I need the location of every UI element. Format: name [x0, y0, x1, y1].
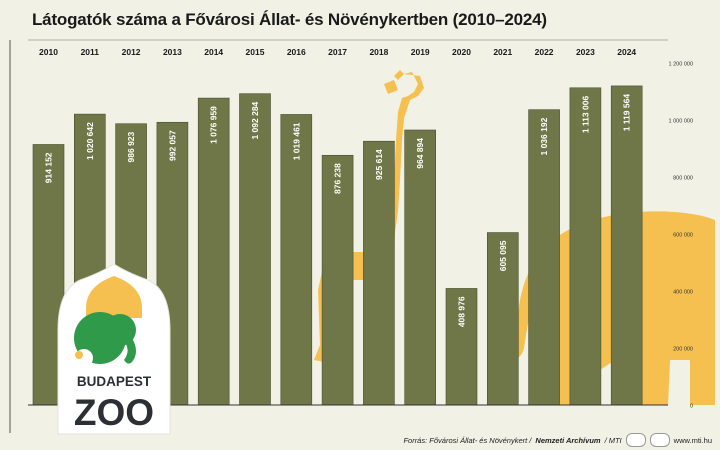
logo-baby-ear	[75, 351, 83, 359]
bar-chart: 914 152 1 020 642 986 923 992 057 1 076 959 1…	[9, 39, 715, 435]
website-link[interactable]: www.mti.hu	[673, 435, 712, 445]
bar-2024	[610, 85, 643, 406]
category-label-2021: 2021	[493, 47, 512, 57]
mti-logo-icon	[625, 433, 646, 447]
category-label-2014: 2014	[204, 47, 223, 57]
bar-2014	[197, 97, 230, 406]
bar-2015	[239, 93, 271, 406]
chart-title: Látogatók száma a Fővárosi Állat- és Növ…	[32, 10, 547, 29]
value-label-2012: 986 923	[126, 131, 136, 162]
value-label-2010: 914 152	[44, 152, 54, 183]
category-label-2011: 2011	[81, 47, 100, 57]
logo-line1: BUDAPEST	[77, 374, 152, 389]
value-label-2013: 992 057	[167, 130, 177, 161]
bar-2016	[280, 114, 313, 406]
budapest-zoo-logo: BUDAPEST ZOO	[57, 263, 171, 435]
y-tick-label: 1 000 000	[669, 119, 693, 125]
value-label-2023: 1 113 006	[580, 96, 590, 134]
source-archive: Nemzeti Archívum	[535, 435, 601, 445]
archive-logo-icon	[649, 433, 670, 447]
logo-line2: ZOO	[74, 392, 154, 433]
source-label: Forrás: Fővárosi Állat- és Növénykert /	[403, 435, 532, 445]
category-label-2018: 2018	[369, 47, 388, 57]
value-label-2011: 1 020 642	[85, 122, 95, 160]
value-label-2021: 605 095	[498, 240, 508, 271]
y-tick-label: 400 000	[673, 290, 693, 296]
y-tick-label: 600 000	[673, 233, 693, 239]
logo-elephant-head	[104, 314, 136, 346]
value-label-2018: 925 614	[374, 149, 384, 180]
y-tick-label: 800 000	[673, 176, 693, 182]
value-label-2019: 964 894	[415, 138, 425, 169]
bar-2018	[363, 140, 395, 406]
y-tick-label: 200 000	[673, 347, 693, 353]
logo-elephant-trunk	[124, 338, 136, 364]
category-label-2013: 2013	[163, 47, 182, 57]
category-label-2023: 2023	[576, 47, 595, 57]
value-label-2022: 1 036 192	[539, 117, 549, 155]
y-tick-label: 1 200 000	[669, 62, 693, 68]
category-label-2015: 2015	[246, 47, 265, 57]
category-label-2010: 2010	[39, 47, 58, 57]
value-label-2024: 1 119 564	[622, 94, 632, 132]
category-label-2016: 2016	[287, 47, 306, 57]
y-tick-label: 0	[690, 404, 693, 410]
category-label-2024: 2024	[617, 47, 636, 57]
value-label-2014: 1 076 959	[209, 106, 219, 144]
category-label-2019: 2019	[411, 47, 430, 57]
bar-2017	[321, 154, 354, 406]
bar-2021	[486, 232, 519, 406]
footer: Forrás: Fővárosi Állat- és Növénykert / …	[403, 433, 712, 447]
category-label-2012: 2012	[122, 47, 141, 57]
bar-2020	[445, 288, 478, 406]
category-label-2017: 2017	[328, 47, 347, 57]
giraffe-illustration	[314, 70, 424, 362]
bar-2022	[528, 109, 560, 406]
axis-layer: 2010 2011 2012 2013 2014 2015 2016 2017 2018 2019…	[39, 47, 693, 410]
category-label-2022: 2022	[535, 47, 554, 57]
logo-sun	[86, 276, 142, 318]
value-label-2020: 408 976	[457, 296, 467, 327]
value-label-2017: 876 238	[333, 163, 343, 194]
bar-2023	[569, 87, 602, 406]
category-label-2020: 2020	[452, 47, 471, 57]
value-label-2016: 1 019 461	[291, 122, 301, 160]
bar-2019	[404, 129, 437, 406]
source-mti: / MTI	[604, 435, 622, 445]
value-label-2015: 1 092 284	[250, 101, 260, 139]
